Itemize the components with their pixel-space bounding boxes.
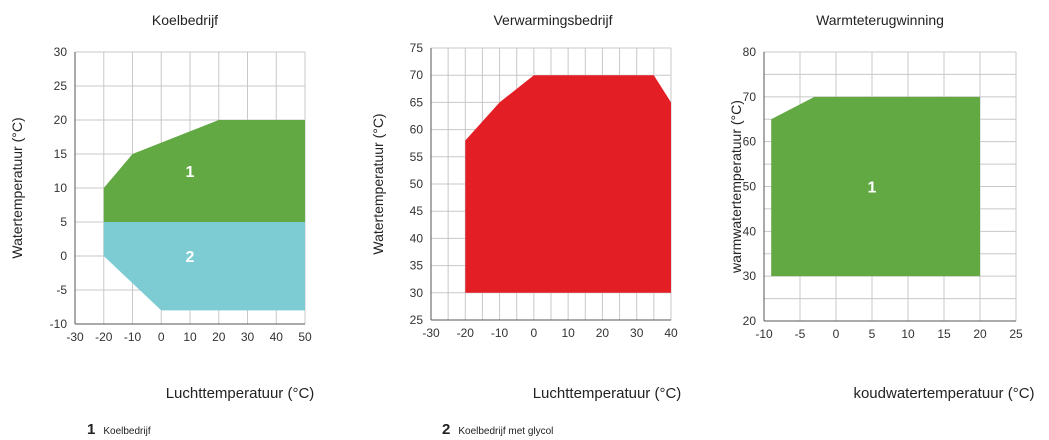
x-tick-label: 5 [869, 327, 876, 341]
chart-title: Koelbedrijf [152, 12, 218, 28]
y-tick-label: 0 [60, 249, 67, 263]
y-axis-label: warmwatertemperatuur (°C) [728, 100, 744, 274]
x-tick-label: 20 [212, 330, 226, 344]
y-tick-label: 30 [54, 45, 68, 59]
y-tick-label: 10 [54, 181, 68, 195]
operating-region-1 [103, 120, 305, 222]
y-tick-label: 20 [743, 314, 757, 328]
x-tick-label: 10 [183, 330, 197, 344]
x-axis-label: Luchttemperatuur (°C) [533, 385, 682, 402]
x-tick-label: -20 [95, 330, 113, 344]
y-tick-label: 70 [410, 68, 424, 82]
x-tick-label: -10 [491, 326, 509, 340]
x-tick-label: 10 [561, 326, 575, 340]
x-tick-label: 30 [241, 330, 255, 344]
operating-region-2 [103, 222, 305, 311]
x-axis-label: Luchttemperatuur (°C) [166, 385, 315, 402]
y-tick-label: 60 [410, 123, 424, 137]
region-label: 1 [186, 164, 195, 181]
x-tick-label: 0 [531, 326, 538, 340]
y-tick-label: 50 [410, 177, 424, 191]
x-tick-label: -20 [457, 326, 475, 340]
x-tick-label: 30 [630, 326, 644, 340]
y-tick-label: 60 [743, 135, 757, 149]
y-axis-label: Watertemperatuur (°C) [9, 117, 25, 258]
x-tick-label: -30 [422, 326, 440, 340]
y-tick-label: -5 [56, 283, 67, 297]
y-tick-label: 30 [743, 269, 757, 283]
y-tick-label: -10 [50, 317, 68, 331]
x-tick-label: -10 [124, 330, 142, 344]
x-tick-label: 0 [833, 327, 840, 341]
x-tick-label: -30 [66, 330, 84, 344]
legend-number: 1 [87, 421, 96, 438]
x-tick-label: 20 [973, 327, 987, 341]
region-label: 2 [186, 249, 195, 266]
x-tick-label: 10 [901, 327, 915, 341]
y-tick-label: 40 [410, 231, 424, 245]
y-tick-label: 75 [410, 41, 424, 55]
x-tick-label: 25 [1009, 327, 1023, 341]
legend-number: 2 [442, 421, 451, 438]
x-tick-label: -5 [795, 327, 806, 341]
legend-text: Koelbedrijf met glycol [458, 426, 554, 437]
y-tick-label: 30 [410, 286, 424, 300]
y-tick-label: 80 [743, 45, 757, 59]
y-tick-label: 35 [410, 259, 424, 273]
x-tick-label: 40 [270, 330, 284, 344]
y-tick-label: 25 [410, 313, 424, 327]
chart-title: Warmteterugwinning [816, 12, 944, 28]
region-label: 1 [868, 180, 877, 197]
y-tick-label: 45 [410, 204, 424, 218]
chart-title: Verwarmingsbedrijf [493, 12, 612, 28]
y-tick-label: 65 [410, 95, 424, 109]
x-tick-label: 15 [937, 327, 951, 341]
x-tick-label: 20 [596, 326, 610, 340]
x-tick-label: 50 [298, 330, 312, 344]
y-tick-label: 55 [410, 150, 424, 164]
legend-text: Koelbedrijf [103, 426, 151, 437]
x-tick-label: 0 [158, 330, 165, 344]
x-axis-label: koudwatertemperatuur (°C) [853, 385, 1034, 402]
legend-item-2: 2 Koelbedrijf met glycol [442, 421, 553, 438]
operating-region-1 [465, 75, 671, 293]
y-tick-label: 20 [54, 113, 68, 127]
y-tick-label: 70 [743, 90, 757, 104]
y-tick-label: 15 [54, 147, 68, 161]
y-tick-label: 5 [60, 215, 67, 229]
y-tick-label: 40 [743, 224, 757, 238]
y-tick-label: 50 [743, 180, 757, 194]
legend-item-1: 1 Koelbedrijf [87, 421, 151, 438]
y-tick-label: 25 [54, 79, 68, 93]
x-tick-label: -10 [755, 327, 773, 341]
y-axis-label: Watertemperatuur (°C) [370, 113, 386, 254]
x-tick-label: 40 [664, 326, 678, 340]
operating-region-1 [771, 96, 980, 277]
